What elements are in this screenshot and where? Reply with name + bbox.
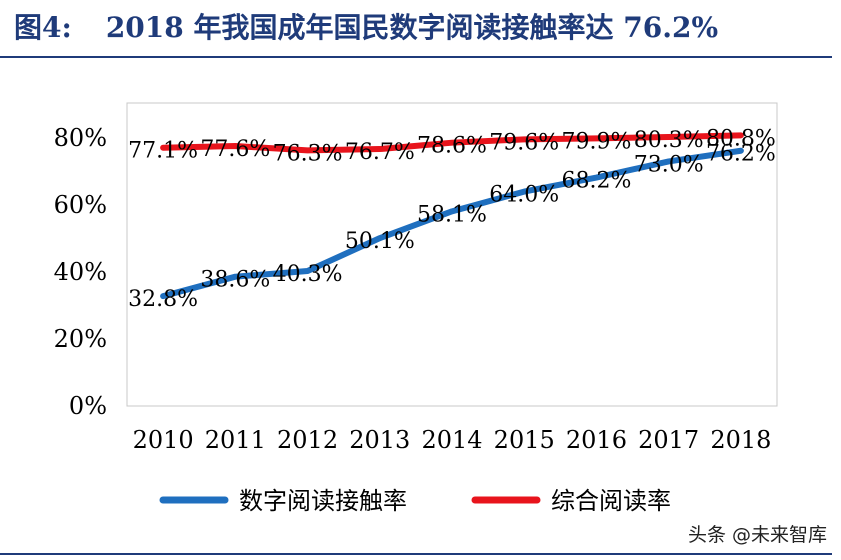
watermark: 头条 @未来智库 — [687, 524, 827, 546]
data-label: 76.2% — [706, 142, 776, 167]
data-label: 58.1% — [417, 202, 487, 227]
chart-title: 2018 年我国成年国民数字阅读接触率达 76.2% — [105, 11, 719, 44]
data-label: 80.8% — [706, 126, 776, 151]
x-tick-label: 2012 — [277, 426, 338, 454]
data-label: 80.3% — [634, 128, 704, 153]
series-line-overall-reading — [160, 132, 744, 154]
y-tick-label: 40% — [54, 258, 107, 286]
plot-area — [126, 102, 778, 407]
data-label: 76.3% — [273, 141, 343, 166]
data-label: 76.7% — [345, 140, 415, 165]
data-label: 79.6% — [489, 130, 559, 155]
data-label: 50.1% — [345, 229, 415, 254]
legend-label-overall-reading: 综合阅读率 — [551, 487, 671, 515]
x-tick-label: 2018 — [710, 426, 771, 454]
top-divider — [0, 56, 832, 58]
data-label: 38.6% — [200, 268, 270, 293]
y-tick-label: 20% — [54, 325, 107, 353]
series-line-digital-reading — [160, 147, 744, 300]
data-label: 64.0% — [489, 183, 559, 208]
data-label: 78.6% — [417, 134, 487, 159]
x-tick-label: 2014 — [421, 426, 482, 454]
bottom-divider — [0, 553, 832, 555]
x-tick-label: 2010 — [133, 426, 194, 454]
data-label: 40.3% — [273, 262, 343, 287]
x-tick-label: 2017 — [638, 426, 699, 454]
data-label: 32.8% — [128, 287, 198, 312]
data-label: 68.2% — [561, 169, 631, 194]
y-tick-label: 80% — [54, 124, 107, 152]
x-tick-label: 2013 — [349, 426, 410, 454]
x-tick-label: 2015 — [494, 426, 555, 454]
y-tick-label: 0% — [69, 392, 107, 420]
chart-header: 图4: 2018 年我国成年国民数字阅读接触率达 76.2% — [14, 4, 718, 48]
data-label: 73.0% — [634, 152, 704, 177]
data-label: 79.9% — [561, 129, 631, 154]
data-label: 77.6% — [200, 137, 270, 162]
y-tick-label: 60% — [54, 191, 107, 219]
data-label: 77.1% — [128, 139, 198, 164]
x-tick-label: 2011 — [205, 426, 266, 454]
figure-label: 图4: — [14, 11, 72, 44]
x-tick-label: 2016 — [566, 426, 627, 454]
legend-label-digital-reading: 数字阅读接触率 — [239, 487, 407, 515]
